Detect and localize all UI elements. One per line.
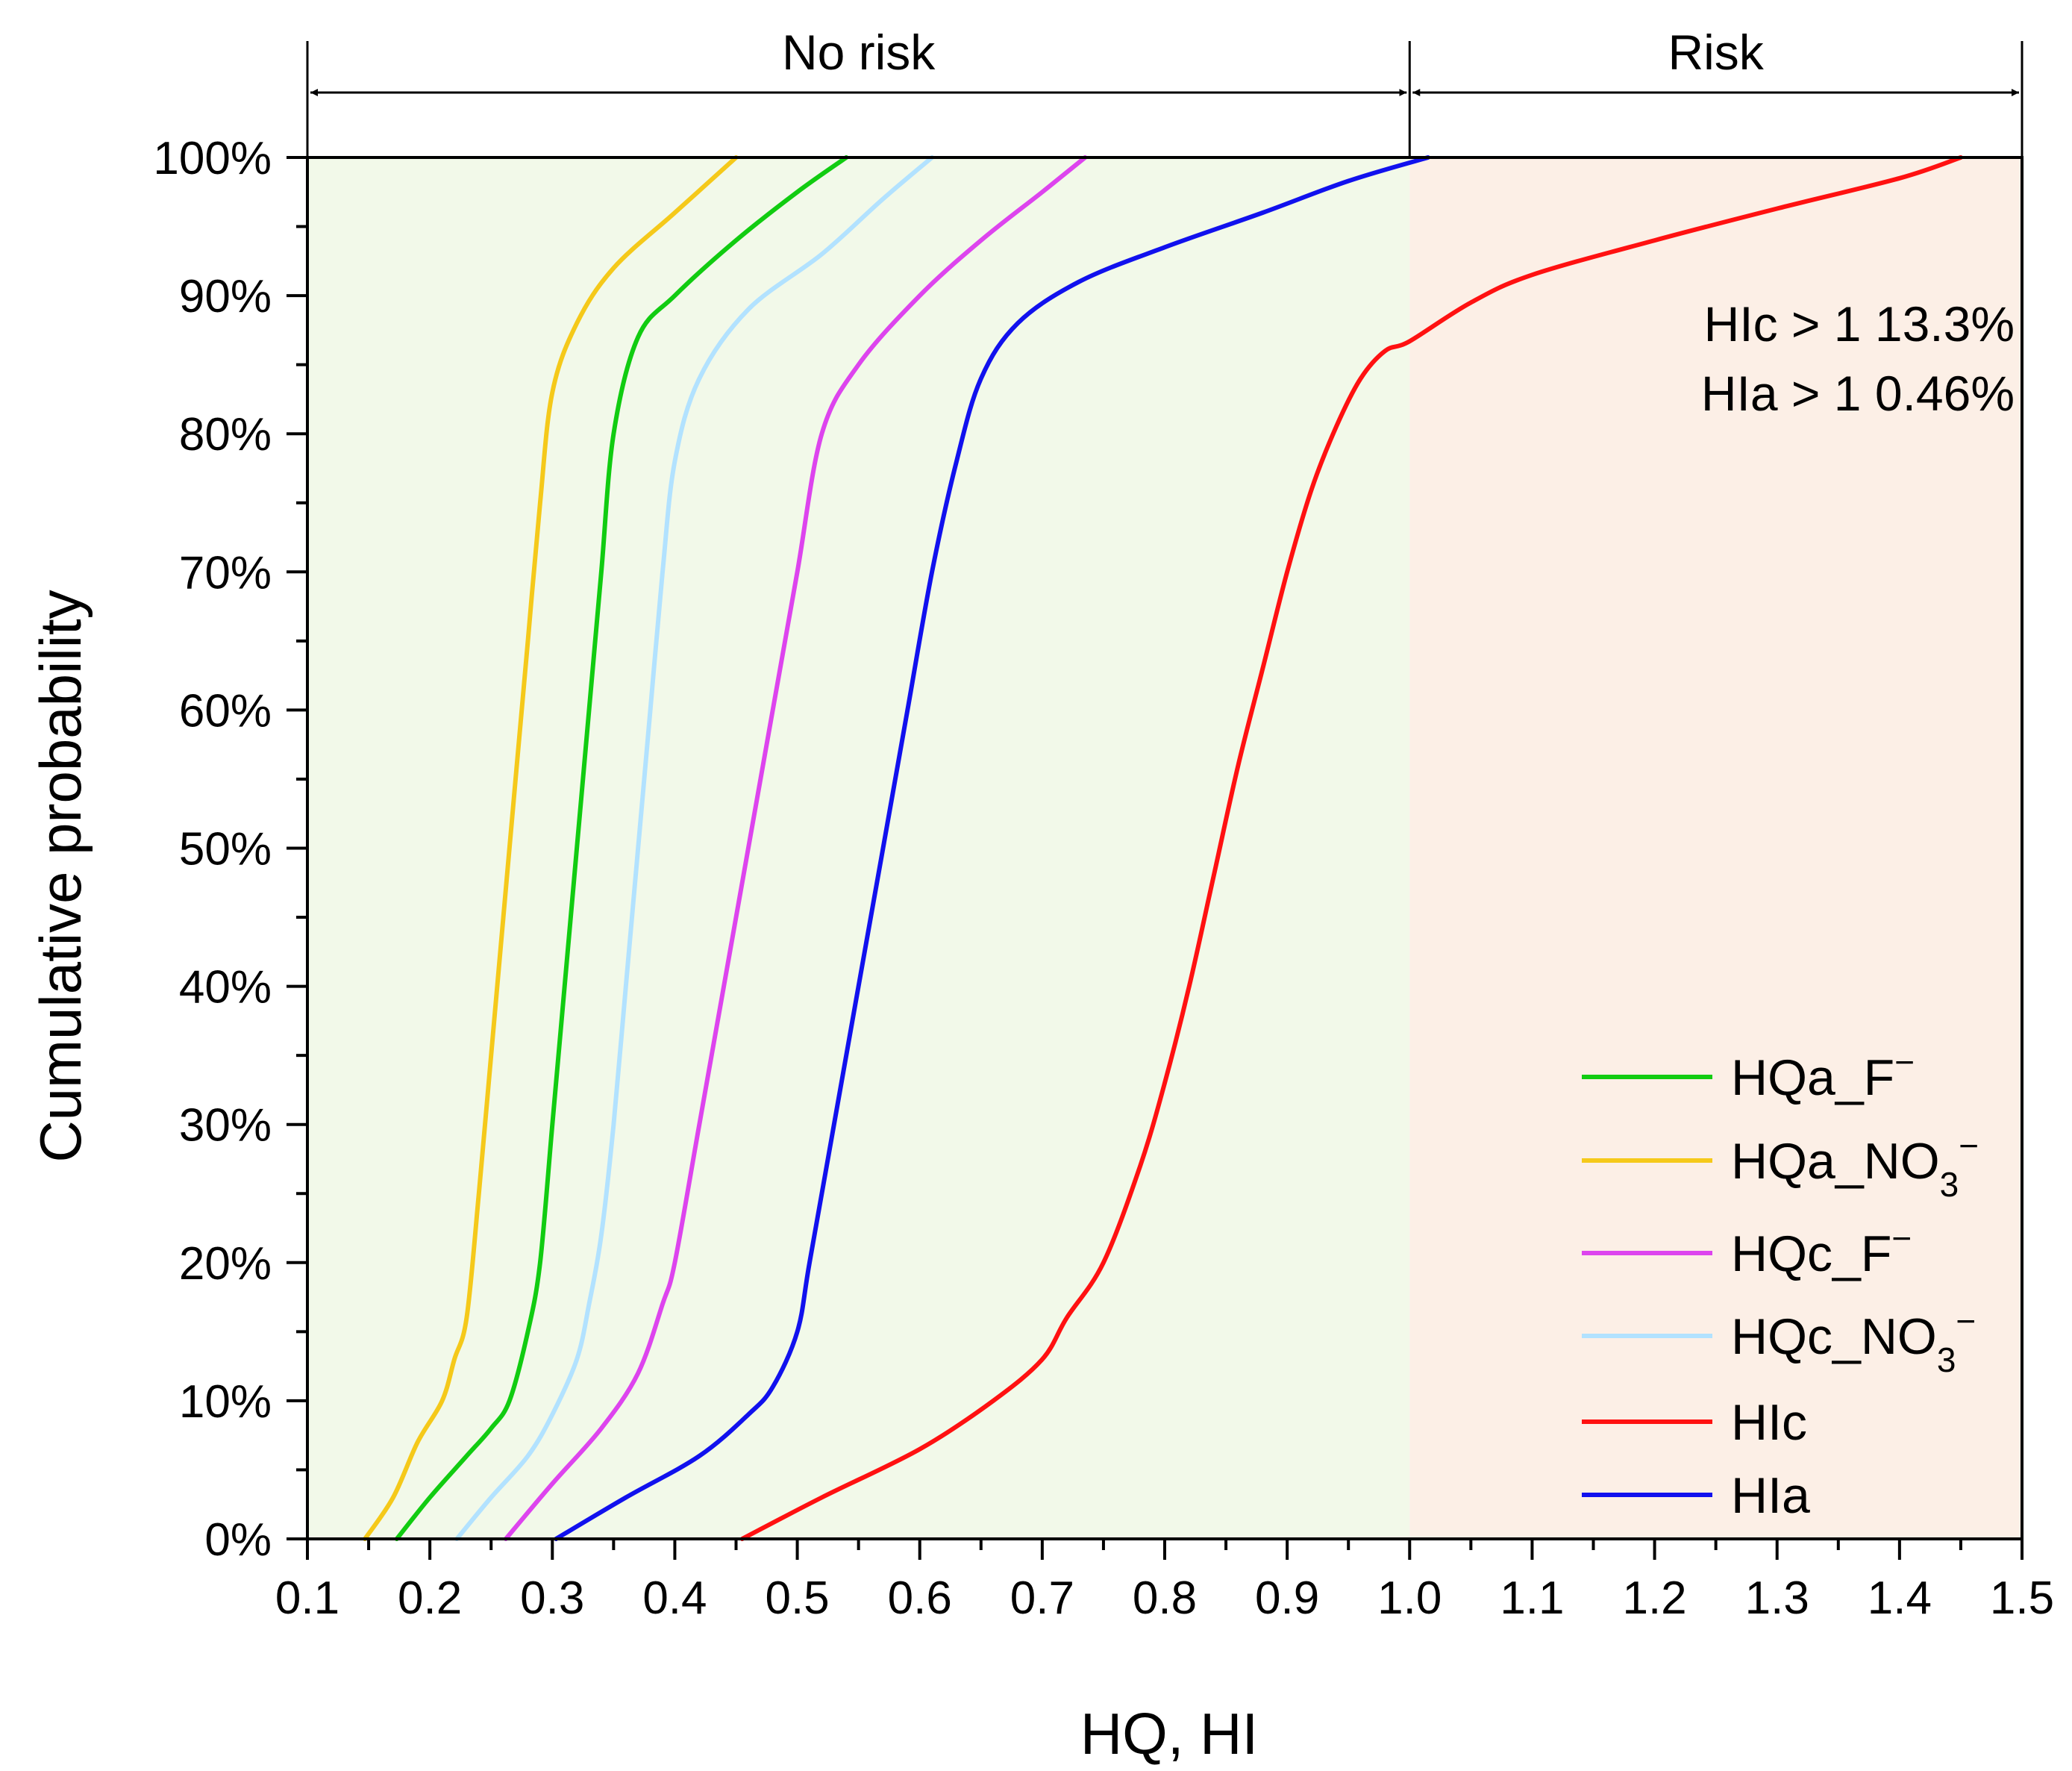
stat-hia: HIa > 1 0.46% bbox=[1701, 366, 2015, 421]
legend-label-subscript: 3 bbox=[1937, 1340, 1956, 1379]
series-line-2 bbox=[503, 155, 1088, 1541]
legend-label-name: HIc bbox=[1731, 1394, 1807, 1451]
x-tick-label: 1.4 bbox=[1868, 1572, 1932, 1624]
y-tick-label: 0% bbox=[204, 1514, 272, 1566]
x-tick-label: 1.0 bbox=[1377, 1572, 1442, 1624]
zone-annotations: No risk Risk bbox=[306, 25, 2024, 157]
y-tick-label: 10% bbox=[179, 1376, 272, 1428]
legend-label-superscript: − bbox=[1891, 1219, 1912, 1258]
legend-label-name: HQa_F bbox=[1731, 1049, 1894, 1106]
region-no-risk bbox=[307, 157, 1410, 1539]
x-tick-label: 1.1 bbox=[1500, 1572, 1564, 1624]
stat-hia-prefix: HIa > 1 bbox=[1701, 366, 1862, 421]
x-tick-label: 1.3 bbox=[1745, 1572, 1809, 1624]
legend-label-superscript: − bbox=[1959, 1126, 1979, 1165]
series-line-5 bbox=[554, 155, 1430, 1541]
legend-label: HQc_NO3− bbox=[1731, 1302, 1976, 1379]
x-tick-label: 0.9 bbox=[1255, 1572, 1319, 1624]
risk-statistics: HIc > 1 13.3% HIa > 1 0.46% bbox=[1701, 296, 2015, 421]
legend-label: HQa_F− bbox=[1731, 1043, 1915, 1106]
series-lines bbox=[363, 155, 1963, 1541]
legend-label-subscript: 3 bbox=[1940, 1165, 1959, 1204]
legend-label-name: HIa bbox=[1731, 1467, 1810, 1524]
x-tick-label: 1.5 bbox=[1990, 1572, 2054, 1624]
zone-label-no-risk: No risk bbox=[782, 25, 936, 80]
y-tick-label: 40% bbox=[179, 962, 272, 1013]
x-tick-label: 0.5 bbox=[765, 1572, 829, 1624]
x-tick-label: 0.4 bbox=[642, 1572, 707, 1624]
x-tick-label: 0.6 bbox=[888, 1572, 952, 1624]
x-tick-label: 0.8 bbox=[1133, 1572, 1197, 1624]
region-risk bbox=[1409, 157, 2022, 1539]
legend-label-name: HQc_NO bbox=[1731, 1308, 1937, 1365]
y-tick-label: 90% bbox=[179, 271, 272, 322]
x-axis: 0.1 0.2 0.3 0.4 0.5 0.6 0.7 0.8 0.9 1.0 1.1 1.2 1.3 1… bbox=[275, 1539, 2054, 1624]
series-line-4 bbox=[739, 155, 1963, 1541]
stat-hia-value: 0.46% bbox=[1875, 366, 2015, 421]
stat-hic: HIc > 1 13.3% bbox=[1704, 296, 2015, 352]
x-tick-label: 0.7 bbox=[1010, 1572, 1074, 1624]
zone-label-risk: Risk bbox=[1668, 25, 1764, 80]
legend-label-name: HQa_NO bbox=[1731, 1133, 1940, 1190]
y-axis-title: Cumulative probability bbox=[28, 590, 93, 1162]
y-tick-label: 60% bbox=[179, 685, 272, 737]
y-tick-label: 30% bbox=[179, 1100, 272, 1152]
y-tick-label: 20% bbox=[179, 1238, 272, 1290]
legend-label: HIa bbox=[1731, 1467, 1810, 1524]
series-line-1 bbox=[363, 155, 739, 1541]
legend-label: HIc bbox=[1731, 1394, 1807, 1451]
y-tick-label: 70% bbox=[179, 547, 272, 599]
x-tick-label: 0.3 bbox=[520, 1572, 584, 1624]
legend-label-superscript: − bbox=[1894, 1043, 1915, 1081]
y-tick-label: 100% bbox=[153, 133, 272, 184]
x-tick-label: 0.1 bbox=[275, 1572, 339, 1624]
x-tick-label: 1.2 bbox=[1622, 1572, 1686, 1624]
risk-regions bbox=[307, 157, 2022, 1539]
y-tick-label: 80% bbox=[179, 409, 272, 460]
series-line-3 bbox=[454, 155, 935, 1541]
x-axis-title: HQ, HI bbox=[1080, 1701, 1258, 1767]
legend-label: HQa_NO3− bbox=[1731, 1126, 1979, 1204]
stat-hic-value: 13.3% bbox=[1875, 296, 2015, 352]
y-axis: 0% 10% 20% 30% 40% 50% 60% 70% 80% 90% 100% bbox=[153, 133, 307, 1566]
y-tick-label: 50% bbox=[179, 824, 272, 875]
legend-label-name: HQc_F bbox=[1731, 1225, 1891, 1282]
x-tick-label: 0.2 bbox=[398, 1572, 462, 1624]
stat-hic-prefix: HIc > 1 bbox=[1704, 296, 1862, 352]
legend-label-superscript: − bbox=[1956, 1302, 1976, 1340]
series-line-0 bbox=[394, 155, 849, 1541]
legend-label: HQc_F− bbox=[1731, 1219, 1912, 1282]
